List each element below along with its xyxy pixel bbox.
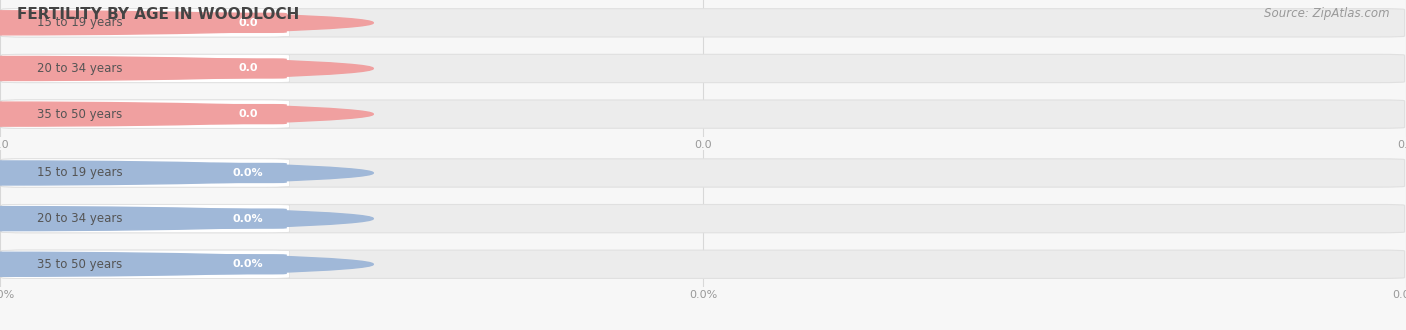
FancyBboxPatch shape	[1, 205, 1405, 233]
FancyBboxPatch shape	[209, 163, 287, 183]
FancyBboxPatch shape	[1, 100, 1405, 128]
FancyBboxPatch shape	[1, 100, 290, 128]
Circle shape	[0, 252, 374, 276]
Circle shape	[0, 102, 374, 126]
FancyBboxPatch shape	[1, 9, 290, 37]
Text: 0.0%: 0.0%	[233, 214, 263, 224]
Text: 35 to 50 years: 35 to 50 years	[37, 108, 122, 121]
Text: FERTILITY BY AGE IN WOODLOCH: FERTILITY BY AGE IN WOODLOCH	[17, 7, 299, 21]
Circle shape	[0, 11, 374, 35]
FancyBboxPatch shape	[1, 205, 290, 233]
FancyBboxPatch shape	[209, 104, 287, 124]
FancyBboxPatch shape	[1, 250, 290, 279]
Circle shape	[0, 56, 374, 81]
FancyBboxPatch shape	[209, 209, 287, 229]
Circle shape	[0, 207, 374, 231]
Text: 0.0: 0.0	[239, 63, 257, 74]
Text: 35 to 50 years: 35 to 50 years	[37, 258, 122, 271]
Text: 0.0%: 0.0%	[233, 168, 263, 178]
FancyBboxPatch shape	[209, 254, 287, 275]
Circle shape	[0, 161, 374, 185]
Text: 15 to 19 years: 15 to 19 years	[37, 166, 122, 180]
Text: 0.0: 0.0	[239, 18, 257, 28]
FancyBboxPatch shape	[1, 250, 1405, 279]
FancyBboxPatch shape	[1, 9, 1405, 37]
FancyBboxPatch shape	[1, 54, 1405, 82]
FancyBboxPatch shape	[1, 159, 1405, 187]
FancyBboxPatch shape	[209, 13, 287, 33]
Text: 0.0%: 0.0%	[233, 259, 263, 269]
Text: 20 to 34 years: 20 to 34 years	[37, 62, 122, 75]
Text: 0.0: 0.0	[239, 109, 257, 119]
FancyBboxPatch shape	[209, 58, 287, 79]
FancyBboxPatch shape	[1, 54, 290, 82]
Text: 20 to 34 years: 20 to 34 years	[37, 212, 122, 225]
Text: 15 to 19 years: 15 to 19 years	[37, 16, 122, 29]
FancyBboxPatch shape	[1, 159, 290, 187]
Text: Source: ZipAtlas.com: Source: ZipAtlas.com	[1264, 7, 1389, 19]
